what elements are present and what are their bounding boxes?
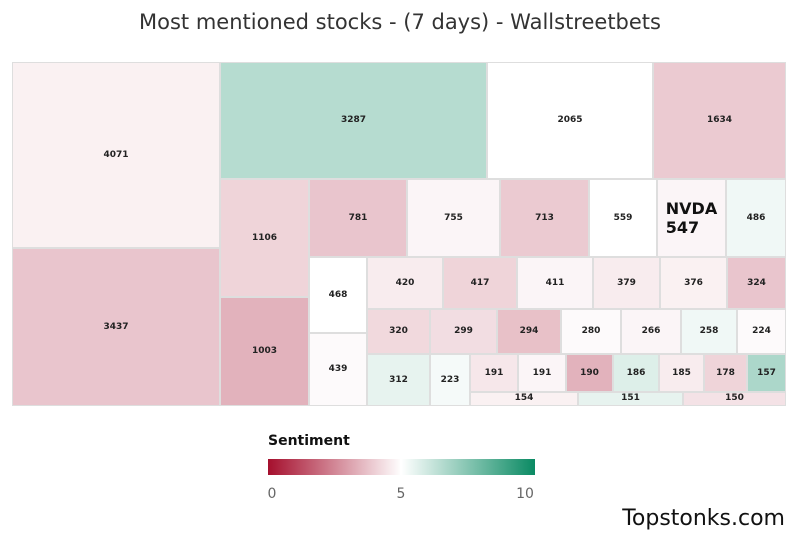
treemap-tile: 154 [470, 392, 578, 406]
treemap-tile: 320 [367, 309, 430, 354]
chart-title: Most mentioned stocks - (7 days) - Walls… [139, 10, 661, 34]
treemap-tile: 713 [500, 179, 589, 257]
treemap-tile: 376 [660, 257, 727, 309]
treemap-tile: 157 [747, 354, 786, 392]
treemap-tile: 411 [517, 257, 593, 309]
treemap-tile: 420 [367, 257, 443, 309]
treemap-tile: 324 [727, 257, 786, 309]
treemap-tile: 258 [681, 309, 737, 354]
legend-tick-10: 10 [516, 486, 534, 502]
treemap-tile: 468 [309, 257, 367, 333]
treemap-tile: 3287 [220, 62, 487, 179]
treemap-tile: 178 [704, 354, 747, 392]
treemap-tile: 417 [443, 257, 517, 309]
treemap-tile: 4071 [12, 62, 220, 248]
treemap-tile: 191 [518, 354, 566, 392]
treemap-tile: 439 [309, 333, 367, 406]
treemap-tile: 190 [566, 354, 613, 392]
treemap-tile: 486 [726, 179, 786, 257]
treemap-tile: 185 [659, 354, 704, 392]
brand-watermark: Topstonks.com [622, 506, 785, 531]
treemap-tile: 186 [613, 354, 659, 392]
treemap-tile: 559 [589, 179, 657, 257]
treemap-tile: 1003 [220, 297, 309, 406]
legend-tick-5: 5 [396, 486, 406, 502]
treemap-tile: 299 [430, 309, 497, 354]
treemap-tile: 3437 [12, 248, 220, 406]
treemap-tile: 1634 [653, 62, 786, 179]
treemap-tile: 151 [578, 392, 683, 406]
treemap-tile: 294 [497, 309, 561, 354]
legend-midpoint-marker [400, 457, 402, 477]
legend-title: Sentiment [268, 433, 350, 449]
treemap-tile: 312 [367, 354, 430, 406]
treemap-tile: 2065 [487, 62, 653, 179]
treemap-tile: 223 [430, 354, 470, 406]
treemap-tile: 266 [621, 309, 681, 354]
treemap-tile: 755 [407, 179, 500, 257]
treemap-tile: 781 [309, 179, 407, 257]
treemap-tile: 191 [470, 354, 518, 392]
legend-tick-0: 0 [267, 486, 277, 502]
treemap-tile: NVDA 547 [657, 179, 726, 257]
treemap-tile: 150 [683, 392, 786, 406]
treemap-tile: 224 [737, 309, 786, 354]
treemap-tile: 379 [593, 257, 660, 309]
treemap: 4071 3437 3287 2065 1634 1106 1003 781 755 713 559… [12, 62, 786, 406]
treemap-tile: 1106 [220, 179, 309, 297]
treemap-tile: 280 [561, 309, 621, 354]
